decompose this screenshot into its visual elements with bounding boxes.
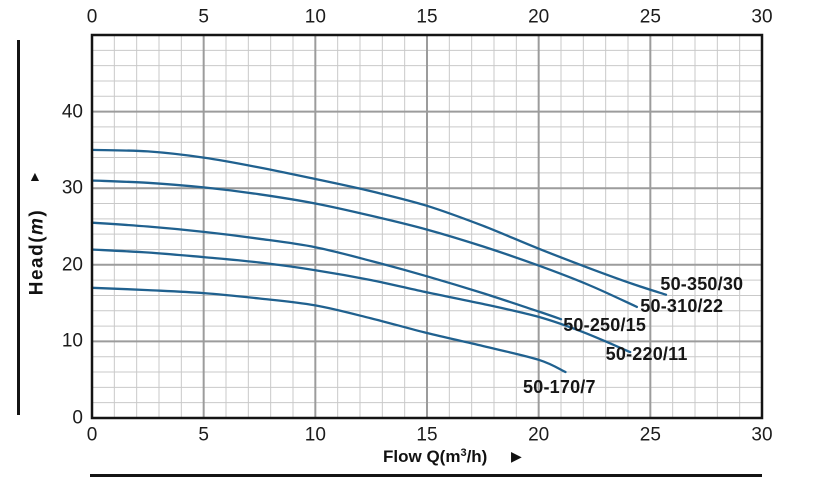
x-axis-top-tick-label: 10 bbox=[304, 6, 326, 28]
x-axis-top-tick-label: 5 bbox=[198, 6, 209, 28]
x-axis-top-tick-label: 15 bbox=[416, 6, 438, 28]
y-axis-tick-label: 20 bbox=[61, 254, 83, 276]
x-axis-title-text: Flow Q(m bbox=[383, 447, 461, 466]
x-axis-bottom-tick-label: 5 bbox=[198, 424, 209, 446]
x-axis-bottom-tick-label: 20 bbox=[528, 424, 550, 446]
curve-label: 50-220/11 bbox=[605, 344, 688, 365]
x-axis-top-tick-label: 30 bbox=[751, 6, 773, 28]
x-axis-bottom-tick-label: 15 bbox=[416, 424, 438, 446]
pump-curve bbox=[90, 221, 563, 321]
y-axis-title: Head(m) bbox=[26, 208, 48, 296]
y-axis-tick-label: 0 bbox=[72, 407, 83, 429]
x-axis-bottom-tick-label: 25 bbox=[639, 424, 661, 446]
curve-label: 50-350/30 bbox=[660, 273, 744, 294]
x-axis-top-tick-label: 20 bbox=[528, 6, 550, 28]
y-axis-title-text: Head( bbox=[26, 234, 48, 296]
y-axis-tick-label: 40 bbox=[61, 101, 83, 123]
x-axis-top-tick-label: 25 bbox=[639, 6, 661, 28]
pump-curve bbox=[90, 148, 668, 296]
up-arrow-icon: ▲ bbox=[28, 168, 42, 184]
left-axis-rule bbox=[17, 40, 20, 415]
x-axis-title: Flow Q(m3/h) bbox=[383, 447, 487, 467]
x-axis-top-tick-label: 0 bbox=[86, 6, 98, 28]
x-axis-bottom-tick-label: 10 bbox=[304, 424, 326, 446]
pump-curve bbox=[90, 179, 639, 309]
y-axis-title-unit: m bbox=[26, 216, 48, 235]
curve-label: 50-250/15 bbox=[563, 315, 647, 336]
curve-label: 50-170/7 bbox=[523, 377, 596, 398]
curve-label: 50-310/22 bbox=[640, 296, 724, 317]
y-axis-tick-label: 30 bbox=[61, 177, 83, 199]
x-axis-bottom-tick-label: 0 bbox=[86, 424, 98, 446]
pump-curve bbox=[90, 286, 567, 374]
y-axis-tick-label: 10 bbox=[61, 330, 83, 352]
bottom-axis-rule bbox=[90, 474, 762, 477]
right-arrow-icon: ▶ bbox=[511, 448, 522, 464]
x-axis-title-exponent: 3 bbox=[460, 447, 467, 459]
y-axis-title-close: ) bbox=[26, 208, 48, 217]
x-axis-title-close: /h) bbox=[466, 447, 488, 466]
pump-curve bbox=[90, 248, 632, 354]
x-axis-bottom-tick-label: 30 bbox=[751, 424, 773, 446]
